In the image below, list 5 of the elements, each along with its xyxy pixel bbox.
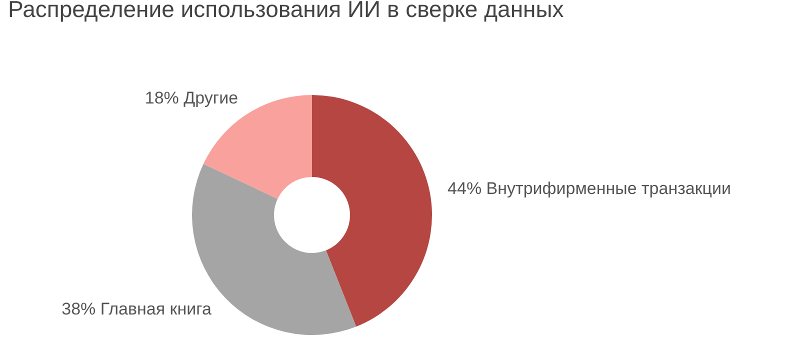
slice-label: 18% Другие <box>144 88 238 108</box>
donut-slice <box>312 95 432 327</box>
slice-label: 38% Главная книга <box>62 299 212 318</box>
slice-label: 44% Внутрифирменные транзакции <box>448 179 732 198</box>
chart-title: Распределение использования ИИ в сверке данных <box>8 0 564 22</box>
